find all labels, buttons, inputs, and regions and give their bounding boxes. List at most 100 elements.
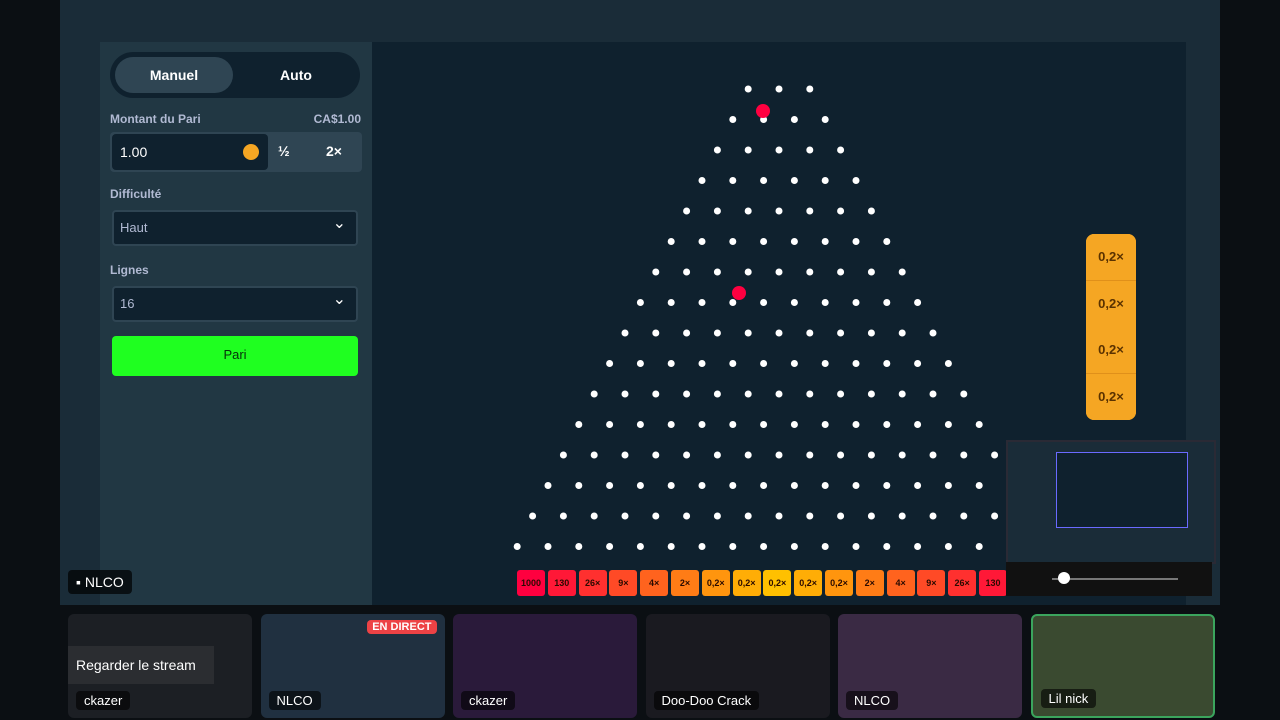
tab[interactable]: Manuel — [115, 57, 233, 93]
peg — [852, 177, 860, 184]
peg — [929, 329, 937, 337]
peg — [852, 421, 860, 428]
zoom-track — [1052, 578, 1178, 580]
peg — [760, 238, 768, 245]
peg — [559, 451, 567, 459]
peg — [790, 421, 798, 428]
peg — [636, 299, 644, 306]
peg — [683, 451, 691, 459]
peg — [544, 543, 552, 550]
peg — [821, 543, 829, 550]
peg — [713, 268, 721, 276]
stream-tile[interactable]: Lil nick — [1030, 614, 1215, 718]
peg — [790, 543, 798, 550]
bet-label: Montant du Pari — [110, 112, 201, 126]
peg — [898, 451, 906, 459]
peg — [713, 329, 721, 337]
peg — [790, 116, 798, 123]
peg — [744, 512, 752, 520]
tile-name: Lil nick — [1040, 689, 1097, 708]
peg — [529, 512, 537, 520]
peg — [744, 390, 752, 398]
history-item: 0,2× — [1086, 327, 1136, 374]
peg — [667, 299, 675, 306]
tab[interactable]: Auto — [280, 67, 312, 83]
peg — [960, 512, 968, 520]
peg — [575, 482, 583, 489]
peg — [898, 268, 906, 276]
peg — [852, 360, 860, 367]
peg — [667, 421, 675, 428]
peg — [621, 329, 629, 337]
rows-select[interactable]: 16 — [112, 284, 358, 322]
tile-name: NLCO — [846, 691, 899, 710]
stream-tile[interactable]: Regarder le stream ckazer — [68, 614, 252, 718]
peg — [775, 329, 783, 337]
ball — [756, 104, 770, 118]
peg — [713, 451, 721, 459]
peg — [606, 421, 614, 428]
peg — [698, 482, 706, 489]
multiplier-bucket: 4× — [640, 570, 669, 596]
peg — [683, 207, 691, 215]
multiplier-bucket: 2× — [855, 570, 884, 596]
peg — [729, 482, 737, 489]
peg — [652, 390, 660, 398]
peg — [760, 543, 768, 550]
peg — [837, 268, 845, 276]
difficulty-select[interactable]: Haut — [112, 208, 358, 246]
bet-button[interactable]: Pari — [112, 336, 358, 376]
history-item: 0,2× — [1086, 280, 1136, 328]
multiplier-bucket: 1000 — [517, 570, 545, 596]
peg — [667, 482, 675, 489]
peg — [544, 482, 552, 489]
stream-label: ▪ NLCO — [68, 570, 132, 594]
peg — [914, 543, 922, 550]
multiplier-bucket: 0,2× — [701, 570, 730, 596]
peg — [975, 421, 983, 428]
stream-tile[interactable]: ckazer — [453, 614, 637, 718]
peg — [837, 512, 845, 520]
peg — [775, 512, 783, 520]
stream-tile[interactable]: NLCO — [838, 614, 1022, 718]
tile-name: ckazer — [461, 691, 516, 710]
peg — [929, 390, 937, 398]
peg — [944, 421, 952, 428]
peg — [806, 512, 814, 520]
peg — [683, 390, 691, 398]
peg — [837, 146, 845, 154]
peg — [744, 85, 752, 93]
peg — [698, 177, 706, 184]
peg — [960, 390, 968, 398]
peg — [621, 451, 629, 459]
stream-tile[interactable]: Doo-Doo Crack — [645, 614, 830, 718]
peg — [698, 299, 706, 306]
peg — [775, 146, 783, 154]
peg — [898, 329, 906, 337]
peg — [790, 360, 798, 367]
stream-tile[interactable]: EN DIRECT NLCO — [260, 614, 445, 718]
peg — [837, 207, 845, 215]
peg — [590, 390, 598, 398]
stream-name: NLCO — [84, 574, 124, 590]
peg — [760, 421, 768, 428]
peg — [729, 421, 737, 428]
half-button[interactable]: ½ — [278, 143, 290, 159]
peg — [729, 299, 737, 306]
peg — [667, 238, 675, 245]
peg — [575, 543, 583, 550]
peg — [790, 299, 798, 306]
zoom-knob[interactable] — [1058, 572, 1070, 584]
peg — [636, 421, 644, 428]
peg — [729, 177, 737, 184]
multiplier-bucket: 9× — [609, 570, 638, 596]
peg — [698, 543, 706, 550]
double-button[interactable]: 2× — [326, 143, 342, 159]
peg — [806, 85, 814, 93]
watch-button[interactable]: Regarder le stream — [68, 646, 214, 684]
bet-input[interactable]: 1.00 — [112, 134, 268, 170]
peg — [883, 482, 891, 489]
peg — [944, 543, 952, 550]
peg — [852, 482, 860, 489]
peg — [760, 482, 768, 489]
